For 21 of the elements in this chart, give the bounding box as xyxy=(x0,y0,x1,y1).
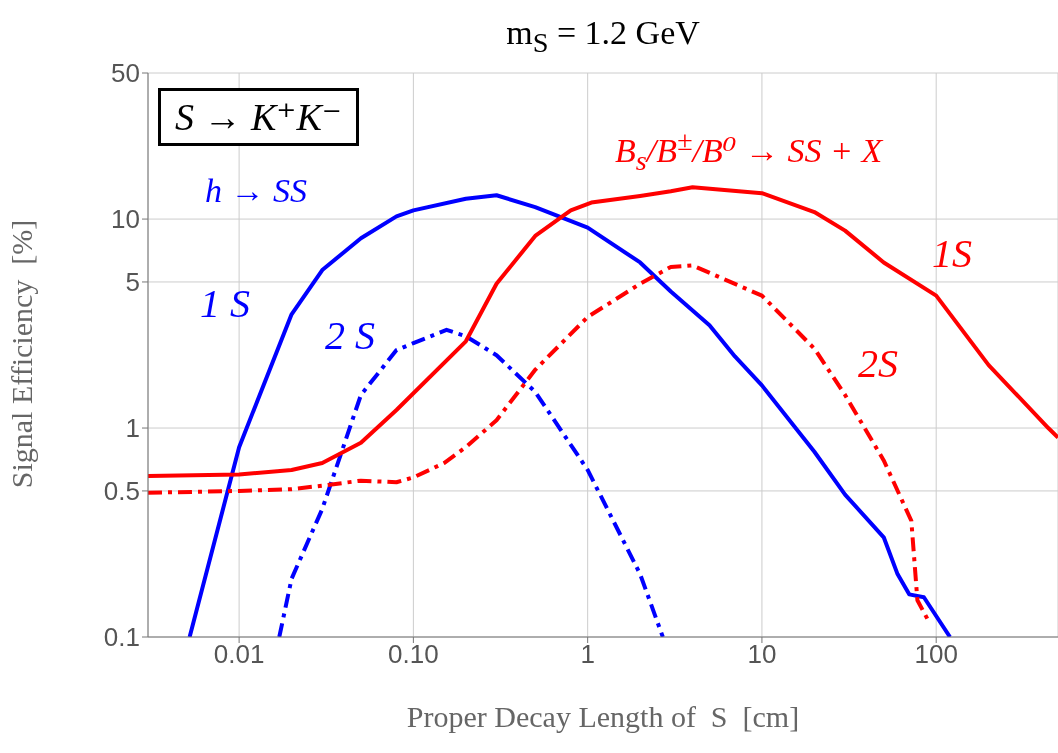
x-tick-label: 0.10 xyxy=(388,639,439,670)
annotation: S → K⁺K⁻ xyxy=(158,88,359,146)
series-label: 1 S xyxy=(200,280,250,327)
x-tick-label: 100 xyxy=(914,639,958,670)
x-axis-title: Proper Decay Length of S [cm] xyxy=(405,700,801,734)
chart-title: m$_{S}$ = 1.2 GeV xyxy=(505,14,701,59)
y-tick-label: 1 xyxy=(125,413,140,444)
series-label: 2S xyxy=(858,340,898,387)
y-tick-label: 0.1 xyxy=(103,622,140,653)
y-axis-title: Signal Efficiency [%] xyxy=(5,218,39,491)
x-tick-label: 0.01 xyxy=(213,639,265,670)
series-label: 1S xyxy=(932,230,972,277)
x-tick-label: 10 xyxy=(747,639,777,670)
annotation: h → SS xyxy=(205,172,307,210)
y-tick-label: 10 xyxy=(111,204,140,235)
y-tick-label: 5 xyxy=(125,267,140,298)
y-tick-label: 50 xyxy=(111,58,140,89)
annotation: B$_{s}$/B$^{±}$/B⁰ → SS + X xyxy=(615,125,883,178)
y-tick-label: 0.5 xyxy=(103,476,140,507)
series-label: 2 S xyxy=(325,312,375,359)
x-tick-label: 1 xyxy=(580,639,595,670)
